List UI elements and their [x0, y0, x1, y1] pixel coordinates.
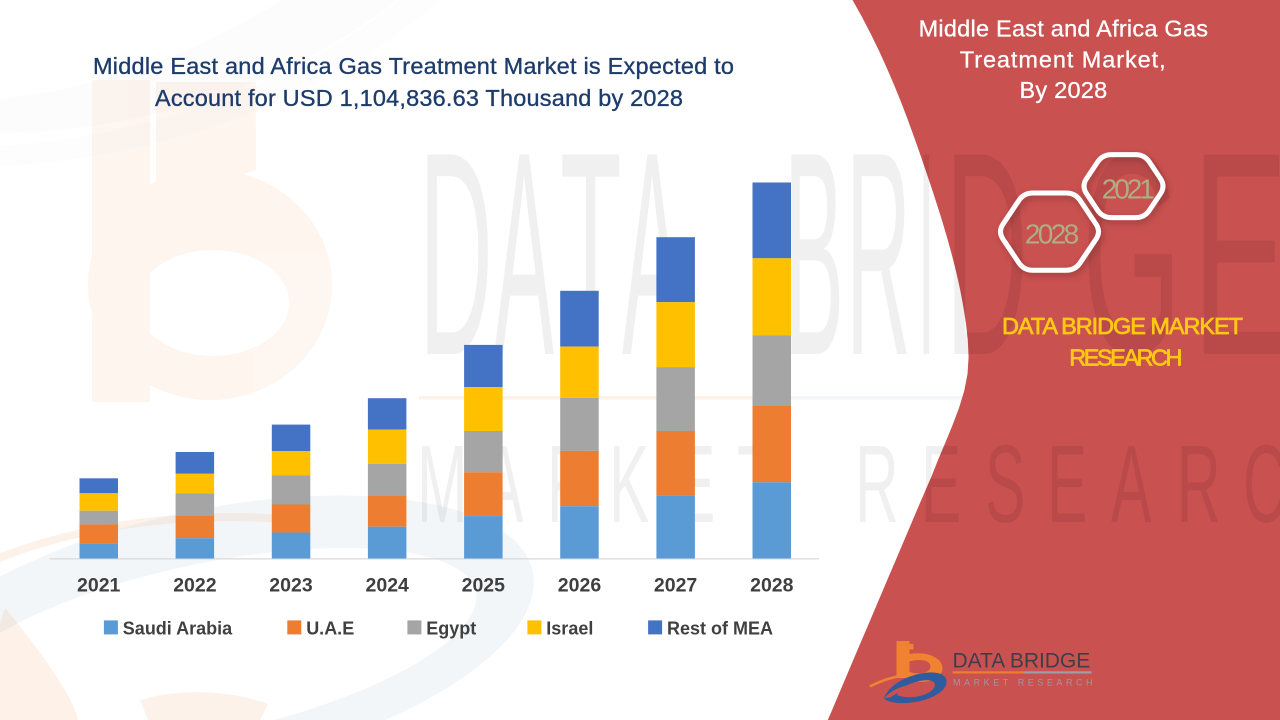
svg-text:B: B — [784, 93, 844, 416]
svg-text:C: C — [1243, 423, 1280, 546]
svg-text:E: E — [1047, 423, 1087, 546]
svg-text:MARKET RESEARCH: MARKET RESEARCH — [953, 678, 1096, 688]
svg-text:S: S — [985, 423, 1025, 546]
svg-text:DATA BRIDGE: DATA BRIDGE — [953, 650, 1093, 673]
svg-text:G: G — [1082, 93, 1181, 416]
svg-text:2028: 2028 — [750, 575, 794, 597]
svg-text:2024: 2024 — [366, 575, 410, 597]
svg-text:2027: 2027 — [654, 575, 697, 597]
svg-text:2021: 2021 — [1102, 174, 1155, 205]
svg-text:R: R — [1177, 423, 1221, 546]
svg-text:A: A — [494, 93, 554, 416]
svg-text:Account for USD 1,104,836.63 T: Account for USD 1,104,836.63 Thousand by… — [155, 85, 683, 111]
svg-text:R: R — [855, 423, 899, 546]
svg-text:Treatment Market,: Treatment Market, — [960, 46, 1166, 72]
svg-text:RESEARCH: RESEARCH — [1069, 345, 1182, 371]
svg-text:E: E — [1192, 92, 1280, 416]
svg-text:By 2028: By 2028 — [1020, 77, 1108, 103]
svg-text:Middle East and Africa Gas Tre: Middle East and Africa Gas Treatment Mar… — [93, 53, 734, 79]
svg-text:2022: 2022 — [173, 575, 217, 597]
svg-text:2026: 2026 — [558, 575, 602, 597]
svg-text:2023: 2023 — [269, 575, 313, 597]
svg-text:R: R — [846, 93, 911, 416]
svg-text:Israel: Israel — [546, 619, 593, 639]
svg-text:2025: 2025 — [462, 575, 506, 597]
svg-text:K: K — [609, 423, 649, 546]
svg-text:M: M — [417, 423, 467, 546]
svg-text:2028: 2028 — [1025, 218, 1079, 249]
svg-text:Rest of MEA: Rest of MEA — [667, 619, 773, 639]
svg-text:U.A.E: U.A.E — [306, 619, 354, 639]
svg-text:Middle East and Africa Gas: Middle East and Africa Gas — [919, 16, 1208, 42]
svg-text:DATA BRIDGE MARKET: DATA BRIDGE MARKET — [1002, 313, 1243, 339]
svg-text:Saudi Arabia: Saudi Arabia — [123, 619, 233, 639]
svg-text:Egypt: Egypt — [426, 619, 476, 639]
svg-text:2021: 2021 — [77, 575, 121, 597]
svg-text:A: A — [1111, 423, 1152, 546]
